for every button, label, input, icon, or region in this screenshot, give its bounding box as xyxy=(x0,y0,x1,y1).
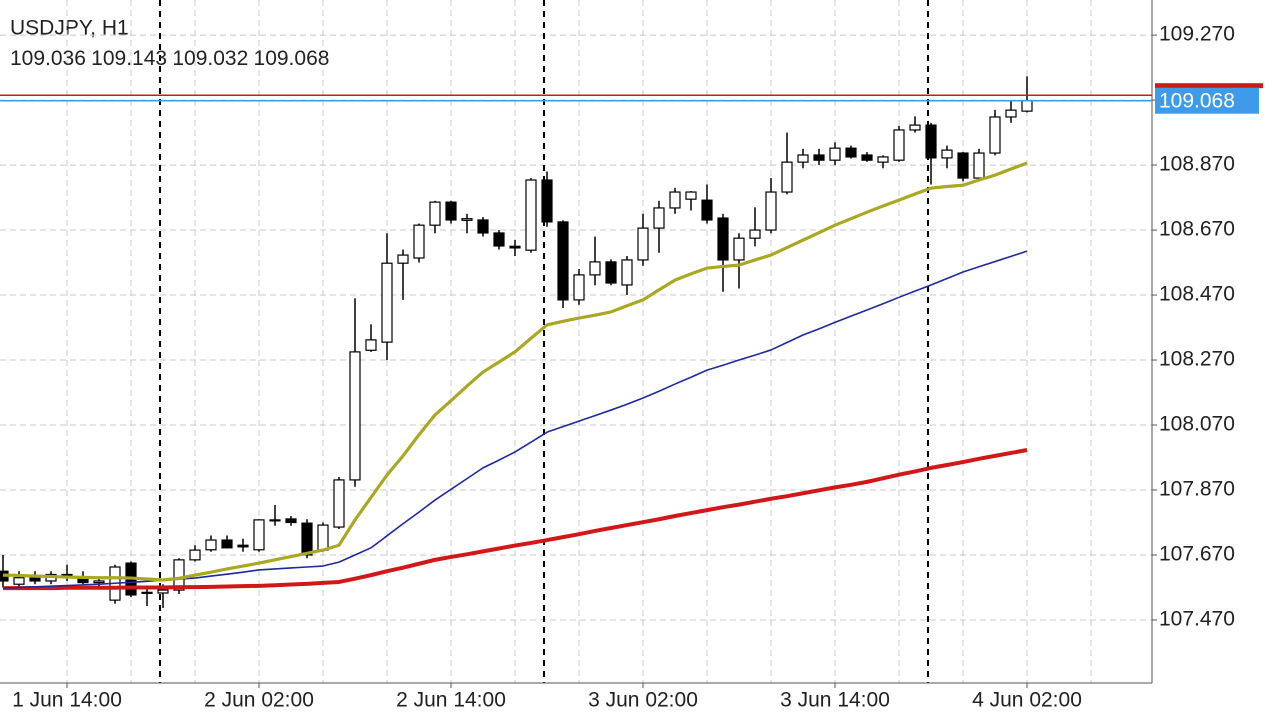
candle-body xyxy=(381,262,393,343)
high-value: 109.143 xyxy=(91,47,168,70)
candle-body xyxy=(189,549,201,561)
candle-body xyxy=(621,259,633,286)
candle-body xyxy=(765,191,777,231)
y-tick-label: 108.670 xyxy=(1159,218,1235,241)
candle-body xyxy=(237,544,249,548)
candle-body xyxy=(861,154,873,161)
ask-marker xyxy=(1155,83,1263,89)
candle-body xyxy=(813,154,825,161)
candle-body xyxy=(317,524,329,551)
candle-body xyxy=(173,559,185,591)
candle-body xyxy=(685,191,697,200)
y-tick-label: 107.470 xyxy=(1159,608,1235,631)
indicator-line xyxy=(3,448,1028,591)
candle-body xyxy=(973,152,985,179)
candle-body xyxy=(877,156,889,163)
candle-body xyxy=(413,224,425,259)
candle-body xyxy=(221,539,233,549)
candle-body xyxy=(429,201,441,226)
candle-body xyxy=(909,124,921,131)
bid-label: 109.068 xyxy=(1159,89,1235,112)
candle-body xyxy=(925,124,937,159)
candle-body xyxy=(1021,100,1033,112)
candle-body xyxy=(797,154,809,163)
candle-body xyxy=(301,522,313,556)
candle-body xyxy=(669,191,681,209)
close-value: 109.068 xyxy=(253,47,330,70)
y-tick-label: 108.270 xyxy=(1159,348,1235,371)
y-tick-label: 107.870 xyxy=(1159,478,1235,501)
bid-label-box xyxy=(1155,87,1259,114)
x-tick-label: 2 Jun 02:00 xyxy=(204,689,314,712)
y-tick-label: 108.470 xyxy=(1159,283,1235,306)
candle-body xyxy=(285,518,297,524)
candle-body xyxy=(893,129,905,161)
candle-body xyxy=(461,218,473,221)
x-tick-label: 1 Jun 14:00 xyxy=(12,689,122,712)
candle-body xyxy=(205,539,217,551)
y-tick-label: 107.670 xyxy=(1159,543,1235,566)
candle-body xyxy=(349,351,361,481)
candle-body xyxy=(157,589,169,594)
candle-body xyxy=(749,229,761,239)
candle-body xyxy=(541,179,553,223)
candle-body xyxy=(29,577,41,582)
candle-body xyxy=(637,227,649,261)
candle-body xyxy=(477,219,489,234)
candle-body xyxy=(93,580,105,584)
candle-body xyxy=(445,201,457,221)
candle-body xyxy=(701,199,713,221)
candle-body xyxy=(957,152,969,179)
x-tick-label: 3 Jun 02:00 xyxy=(588,689,698,712)
low-value: 109.032 xyxy=(172,47,249,70)
open-value: 109.036 xyxy=(10,47,86,70)
candle-body xyxy=(557,221,569,301)
y-tick-label: 108.870 xyxy=(1159,153,1235,176)
ohlc-readout: 109.036 109.143 109.032 109.068 xyxy=(10,47,335,71)
candle-body xyxy=(589,261,601,276)
candle-body xyxy=(525,179,537,251)
candle-body xyxy=(989,116,1001,154)
candle-body xyxy=(781,161,793,193)
y-tick-label: 109.270 xyxy=(1159,23,1235,46)
candle-body xyxy=(717,217,729,261)
candle-body xyxy=(13,577,25,585)
indicator-line xyxy=(2,161,1028,582)
candle-body xyxy=(253,519,265,551)
x-tick-label: 4 Jun 02:00 xyxy=(972,689,1082,712)
candle-body xyxy=(397,254,409,264)
candle-body xyxy=(605,261,617,284)
candle-body xyxy=(1005,109,1017,118)
candle-body xyxy=(365,339,377,351)
candle-body xyxy=(573,274,585,301)
x-tick-label: 3 Jun 14:00 xyxy=(780,689,890,712)
candle-body xyxy=(733,237,745,261)
y-tick-label: 108.070 xyxy=(1159,413,1235,436)
candle-body xyxy=(333,479,345,528)
candle-body xyxy=(269,519,281,522)
candle-body xyxy=(141,591,153,594)
candle-body xyxy=(509,245,521,249)
candle-body xyxy=(493,232,505,247)
candle-body xyxy=(941,149,953,159)
chart-title: USDJPY, H1 xyxy=(10,17,129,40)
candle-body xyxy=(653,207,665,229)
candle-body xyxy=(845,147,857,158)
candle-body xyxy=(829,147,841,161)
x-tick-label: 2 Jun 14:00 xyxy=(396,689,506,712)
